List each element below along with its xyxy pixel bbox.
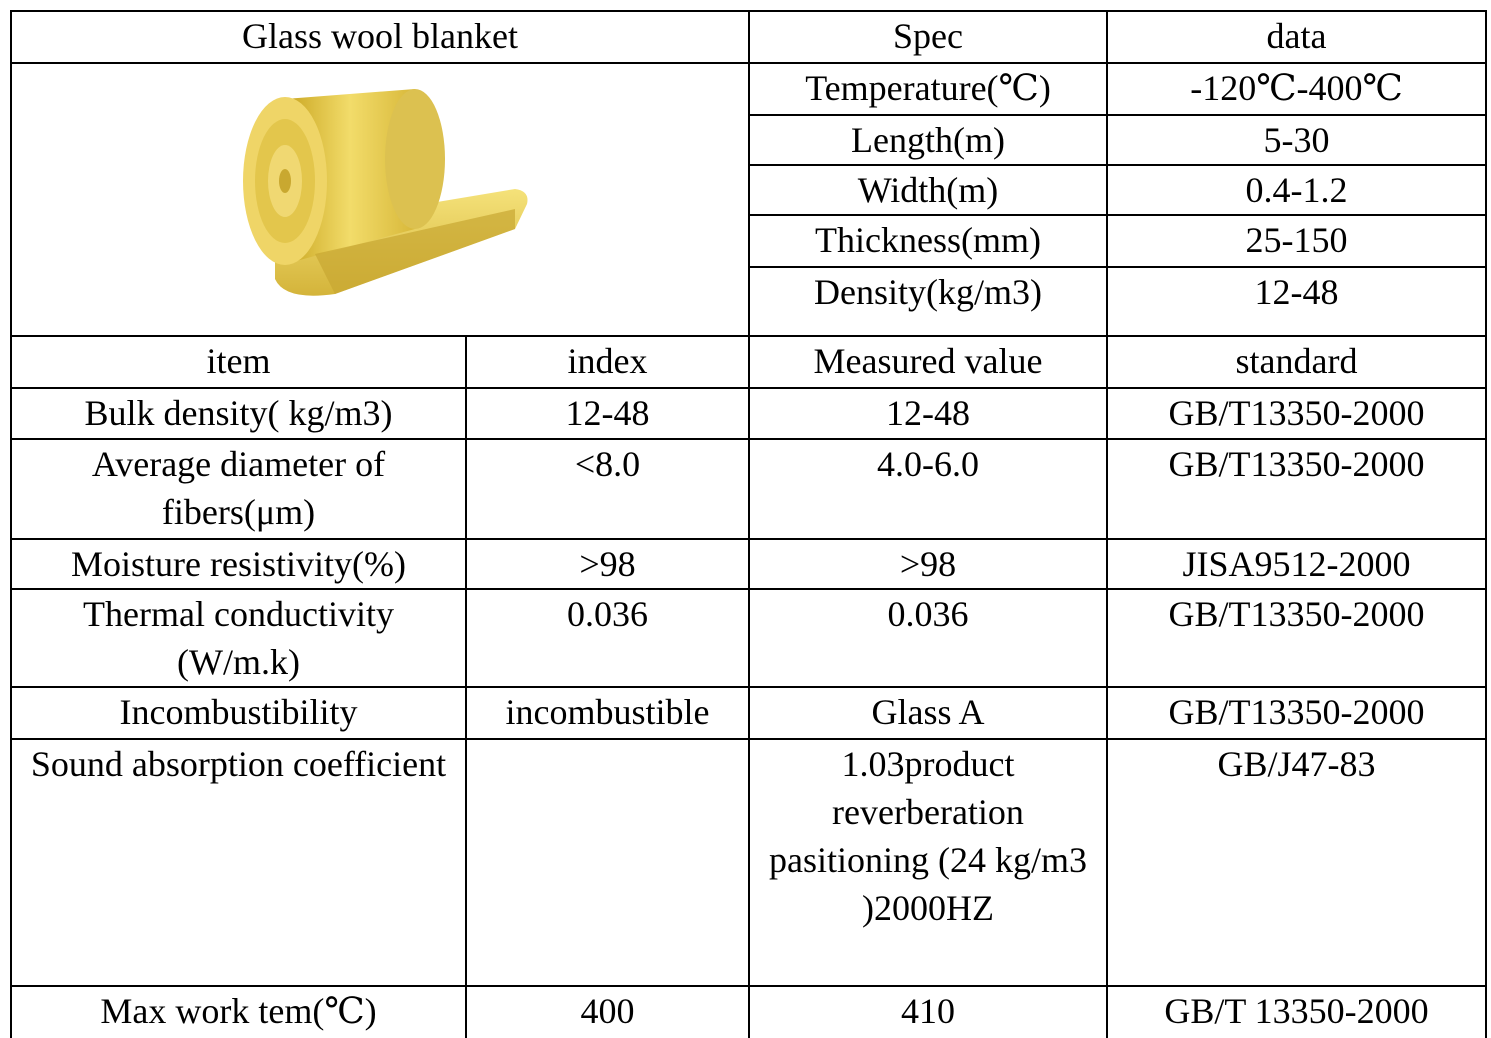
cell-standard: JISA9512-2000 <box>1107 539 1486 589</box>
spec-header: Spec <box>749 11 1107 63</box>
column-header: index <box>466 336 749 388</box>
page: Glass wool blanket Spec data Temperature… <box>0 0 1491 1037</box>
spec-name: Temperature(℃) <box>749 63 1107 115</box>
cell-measured: 12-48 <box>749 388 1107 439</box>
column-header: item <box>11 336 466 388</box>
header-row: Glass wool blanket Spec data <box>11 11 1486 63</box>
spec-table: Glass wool blanket Spec data Temperature… <box>10 10 1487 1038</box>
cell-measured: Glass A <box>749 687 1107 739</box>
cell-standard: GB/T13350-2000 <box>1107 388 1486 439</box>
cell-standard: GB/T13350-2000 <box>1107 589 1486 687</box>
column-header-row: item index Measured value standard <box>11 336 1486 388</box>
cell-measured: 1.03product reverberation pasitioning (2… <box>749 739 1107 986</box>
cell-index <box>466 739 749 986</box>
cell-index: 12-48 <box>466 388 749 439</box>
cell-standard: GB/T13350-2000 <box>1107 439 1486 539</box>
cell-index: 0.036 <box>466 589 749 687</box>
cell-item: Moisture resistivity(%) <box>11 539 466 589</box>
cell-item: Thermal conductivity (W/m.k) <box>11 589 466 687</box>
cell-item: Average diameter of fibers(μm) <box>11 439 466 539</box>
spec-value: 25-150 <box>1107 215 1486 267</box>
cell-measured: 0.036 <box>749 589 1107 687</box>
cell-standard: GB/T 13350-2000 <box>1107 986 1486 1038</box>
column-header: standard <box>1107 336 1486 388</box>
data-header: data <box>1107 11 1486 63</box>
cell-measured: >98 <box>749 539 1107 589</box>
cell-index: 400 <box>466 986 749 1038</box>
spec-name: Density(kg/m3) <box>749 267 1107 336</box>
data-row: Sound absorption coefficient 1.03product … <box>11 739 1486 986</box>
cell-item: Incombustibility <box>11 687 466 739</box>
table-body: Glass wool blanket Spec data Temperature… <box>11 11 1486 1038</box>
cell-measured: 4.0-6.0 <box>749 439 1107 539</box>
spec-value: 12-48 <box>1107 267 1486 336</box>
product-title: Glass wool blanket <box>11 11 749 63</box>
cell-index: >98 <box>466 539 749 589</box>
cell-measured: 410 <box>749 986 1107 1038</box>
cell-index: incombustible <box>466 687 749 739</box>
cell-item: Bulk density( kg/m3) <box>11 388 466 439</box>
spec-name: Length(m) <box>749 115 1107 165</box>
cell-standard: GB/T13350-2000 <box>1107 687 1486 739</box>
spec-name: Thickness(mm) <box>749 215 1107 267</box>
image-cell <box>11 63 749 336</box>
cell-item: Max work tem(℃) <box>11 986 466 1038</box>
glass-wool-image <box>215 79 545 309</box>
cell-standard: GB/J47-83 <box>1107 739 1486 986</box>
spec-value: 0.4-1.2 <box>1107 165 1486 215</box>
spec-value: 5-30 <box>1107 115 1486 165</box>
column-header: Measured value <box>749 336 1107 388</box>
spec-name: Width(m) <box>749 165 1107 215</box>
cell-item: Sound absorption coefficient <box>11 739 466 986</box>
spec-row: Temperature(℃) -120℃-400℃ <box>11 63 1486 115</box>
cell-index: <8.0 <box>466 439 749 539</box>
spec-value: -120℃-400℃ <box>1107 63 1486 115</box>
